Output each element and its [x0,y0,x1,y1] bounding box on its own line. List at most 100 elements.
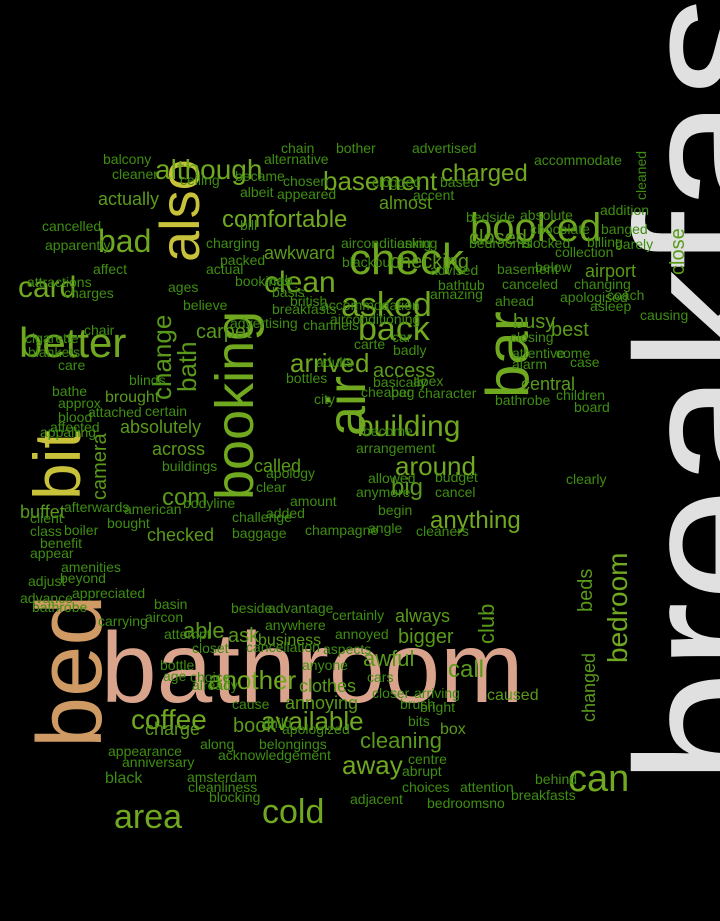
word-bright: bright [420,699,456,715]
word-awful: awful [363,646,415,671]
word-blinds: blinds [129,372,166,388]
word-camera: camera [89,433,111,500]
word-cause: cause [232,696,270,712]
word-airconditioning: airconditioning [341,235,432,251]
word-airport: airport [585,261,637,281]
word-carrying: carrying [98,613,148,629]
word-book: book [233,715,277,737]
word-breakfast: breakfast [594,0,720,785]
word-belongings: belongings [259,736,327,752]
word-checked: checked [147,525,215,545]
word-chosen: chosen [283,173,329,189]
word-can: can [568,758,630,800]
word-clothes: clothes [299,676,357,696]
word-cleaner: cleaner [112,166,158,182]
word-advertising: advertising [230,315,298,331]
word-cleanliness: cleanliness [188,779,258,795]
word-channels: channels [303,317,360,333]
word-bathtub: bathtub [438,277,485,293]
word-certain: certain [145,403,188,419]
word-centre: centre [408,751,447,767]
word-bottles: bottles [286,370,328,386]
word-basin: basin [154,596,188,612]
word-cigarette: cigarette [25,330,79,346]
word-cancel: cancel [435,484,476,500]
word-advantage: advantage [268,600,334,616]
word-car: car [392,329,412,345]
word-blood: blood [58,409,93,425]
word-bathroom: bathroom [101,612,524,724]
word-blocking: blocking [209,789,261,805]
word-beside: beside [231,600,273,616]
word-barely: barely [615,236,654,252]
word-always: always [395,606,451,626]
word-appreciated: appreciated [72,585,146,601]
word-bedside: bedside [466,209,516,225]
word-business: business [258,632,322,649]
word-addition: addition [600,202,650,218]
word-baggage: baggage [232,525,287,541]
word-charge: charge [145,719,201,739]
word-bathrobe: bathrobe [32,599,88,615]
word-bag: bag [391,384,415,400]
word-bottle: bottle [160,657,195,673]
word-balcony: balcony [103,151,152,167]
word-benefit: benefit [40,535,83,551]
word-changed: changed [579,652,599,722]
word-adjust: adjust [28,573,66,589]
word-although: although [155,154,263,185]
word-asleep: asleep [590,298,632,314]
word-accent: accent [413,187,455,203]
word-challenge: challenge [232,509,292,525]
word-attached: attached [88,404,142,420]
word-bed-small: bed [0,0,27,16]
word-bother: bother [336,140,376,156]
word-clear: clear [256,479,287,495]
word-basically: basically [373,374,427,390]
word-come: come [556,345,591,361]
word-beds: beds [575,568,597,612]
word-bedrooms: bedrooms [469,235,532,251]
word-amazing: amazing [430,286,483,302]
word-clogged: clogged [372,174,422,190]
word-busy: busy [513,311,556,333]
word-bit: bit [20,430,94,500]
word-closed: closed [469,227,527,249]
word-card: card [18,271,77,304]
word-apparently: apparently [45,237,111,253]
word-actually: actually [98,189,160,209]
word-apology: apology [266,465,316,481]
word-bill: bill [240,217,258,233]
word-ages: ages [168,279,199,295]
word-along: along [200,736,235,752]
word-amsterdam: amsterdam [187,769,258,785]
word-buffet: buffet [20,502,65,522]
word-closing: closing [510,329,554,345]
word-changing: changing [574,276,631,292]
word-apologized: apologized [282,721,350,737]
word-ahead: ahead [495,293,534,309]
word-box: box [440,721,466,738]
word-check: check [349,235,464,284]
word-blocked: blocked [522,235,571,251]
word-bathe: bathe [52,383,88,399]
word-apologised: apologised [560,289,628,305]
word-cleaned: cleaned [633,150,649,200]
word-behind: behind [535,771,578,787]
word-become: become [363,423,413,439]
word-anywhere: anywhere [265,617,326,633]
word-anniversary: anniversary [122,754,195,770]
word-booked: booked [470,206,602,250]
word-acknowledgement: acknowledgement [218,747,331,763]
word-bigger: bigger [398,626,454,648]
word-comfortable: comfortable [222,206,348,233]
word-clean: clean [264,266,336,299]
word-believe: believe [183,297,228,313]
word-bits: bits [408,713,430,729]
word-attempt: attempt [164,626,211,642]
word-bathrobe-2: bathrobe [495,392,551,408]
word-arrangement: arrangement [356,440,436,456]
word-back: back [358,310,430,348]
word-banged: banged [601,221,648,237]
word-albeit: albeit [240,184,274,200]
